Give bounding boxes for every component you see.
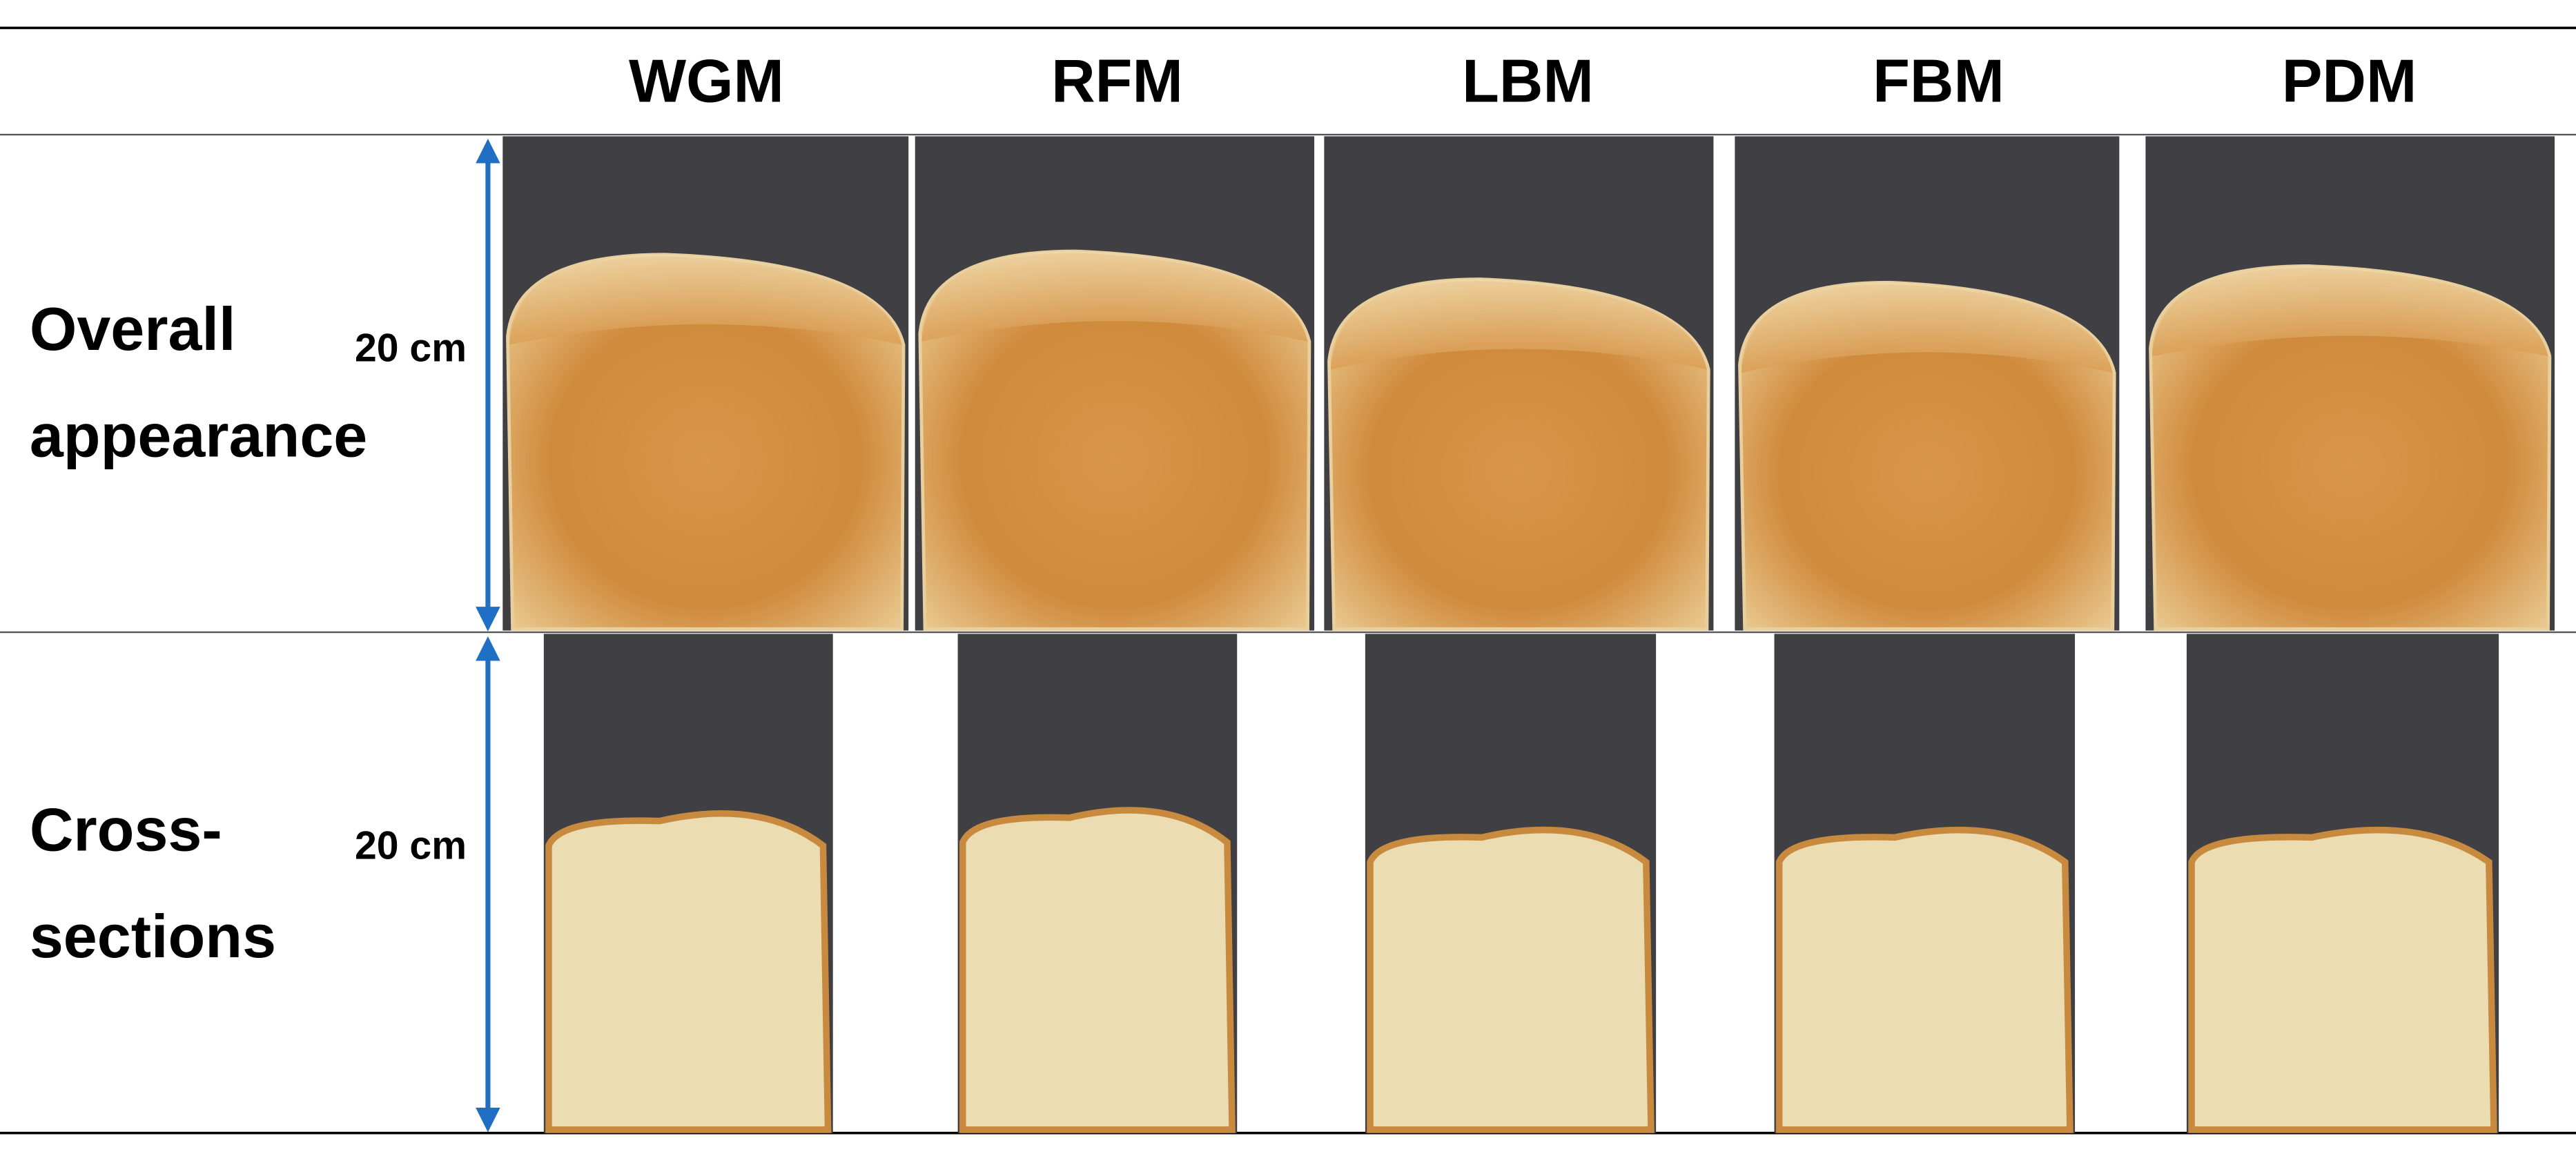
loaf-photo xyxy=(2149,264,2552,631)
loaf-top xyxy=(1330,279,1707,370)
column-header: LBM xyxy=(1462,47,1594,115)
slice-photo xyxy=(545,810,832,1133)
loaf-photo xyxy=(1327,277,1710,631)
loaf-photo xyxy=(506,253,906,631)
loaf-top xyxy=(1741,282,2113,373)
scale-label: 20 cm xyxy=(355,823,467,868)
column-header: WGM xyxy=(629,47,784,115)
column-header: RFM xyxy=(1051,47,1183,115)
loaf-top xyxy=(921,251,1308,342)
loaf-photo xyxy=(918,249,1311,631)
slice-photo xyxy=(1775,826,2074,1133)
scale-label: 20 cm xyxy=(355,326,467,370)
content: WGM RFM LBM FBM PDM Overall appearance 20 cm Cro… xyxy=(30,47,2555,1133)
slice-photo xyxy=(959,807,1236,1133)
row-label: Overall xyxy=(30,295,236,363)
row-label: sections xyxy=(30,902,276,970)
slice-photo xyxy=(2188,826,2497,1133)
loaf-top xyxy=(509,254,902,345)
row-label: Cross- xyxy=(30,795,222,863)
column-header: FBM xyxy=(1873,47,2004,115)
loaf-top xyxy=(2151,266,2548,357)
slice-photo xyxy=(1367,826,1655,1133)
row-label: appearance xyxy=(30,401,367,469)
column-header: PDM xyxy=(2282,47,2417,115)
